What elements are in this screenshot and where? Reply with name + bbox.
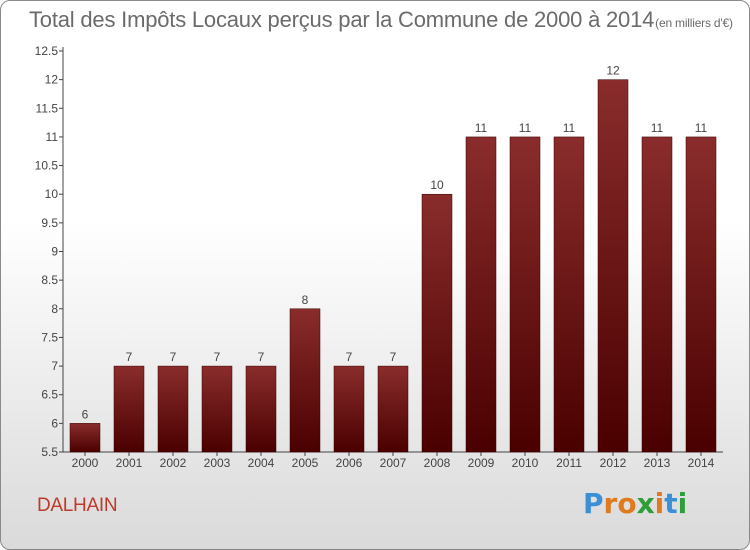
chart-title-text: Total des Impôts Locaux perçus par la Co… xyxy=(29,7,655,32)
logo-letter: i xyxy=(677,487,688,520)
x-tick-label: 2000 xyxy=(72,456,99,470)
bar-2005 xyxy=(289,308,321,453)
x-tick-label: 2008 xyxy=(424,456,451,470)
data-label: 7 xyxy=(170,350,177,364)
data-label: 7 xyxy=(126,350,133,364)
commune-name: DALHAIN xyxy=(37,495,118,516)
y-tick-label: 8 xyxy=(51,302,58,316)
bar-2012 xyxy=(597,79,629,453)
y-tick-label: 9.5 xyxy=(41,216,58,230)
x-tick-label: 2011 xyxy=(556,456,582,470)
bar-2007 xyxy=(377,365,409,453)
bar-2002 xyxy=(157,365,189,453)
data-label: 11 xyxy=(563,121,576,135)
y-tick-label: 11 xyxy=(46,130,59,144)
y-tick-label: 10 xyxy=(45,187,59,201)
data-label: 10 xyxy=(430,178,444,192)
x-tick-label: 2013 xyxy=(644,456,671,470)
bar-2013 xyxy=(641,136,673,453)
axes: 5.5 6 6.5 7 7.5 8 8.5 9 9.5 10 10.5 11 11.5 12 12.5 200… xyxy=(35,44,723,470)
y-tick-label: 12.5 xyxy=(35,44,59,58)
bar-2009 xyxy=(465,136,497,453)
data-label: 11 xyxy=(651,121,664,135)
y-tick-label: 6.5 xyxy=(41,388,58,402)
x-tick-label: 2004 xyxy=(248,456,275,470)
logo-letter: x xyxy=(636,487,655,520)
data-label: 8 xyxy=(302,293,309,307)
bar-2000 xyxy=(69,423,101,453)
logo-letter: o xyxy=(617,487,637,520)
bar-2008 xyxy=(421,193,453,453)
bar-2001 xyxy=(113,365,145,453)
bar-2006 xyxy=(333,365,365,453)
data-label: 6 xyxy=(82,407,89,421)
logo-letter: t xyxy=(664,487,678,520)
y-tick-label: 5.5 xyxy=(41,445,58,459)
value-labels: 6 7 7 7 7 8 7 7 10 11 11 11 12 11 11 xyxy=(82,64,708,422)
x-tick-label: 2012 xyxy=(600,456,627,470)
data-label: 11 xyxy=(695,121,708,135)
logo-letter: i xyxy=(654,487,665,520)
logo-letter: r xyxy=(603,487,618,520)
chart-title: Total des Impôts Locaux perçus par la Co… xyxy=(29,7,733,33)
data-label: 11 xyxy=(519,121,532,135)
data-label: 7 xyxy=(258,350,265,364)
x-tick-label: 2006 xyxy=(336,456,363,470)
proxiti-logo: Proxiti xyxy=(583,487,687,520)
y-tick-label: 8.5 xyxy=(41,273,58,287)
y-tick-label: 10.5 xyxy=(35,159,59,173)
x-tick-label: 2010 xyxy=(512,456,539,470)
chart-unit: (en milliers d'€) xyxy=(655,16,733,30)
data-label: 7 xyxy=(346,350,353,364)
data-label: 12 xyxy=(606,64,620,78)
x-tick-label: 2001 xyxy=(116,456,143,470)
bars xyxy=(69,79,717,453)
data-label: 7 xyxy=(390,350,397,364)
y-tick-label: 9 xyxy=(51,245,58,259)
y-tick-label: 7 xyxy=(51,359,58,373)
logo-letter: P xyxy=(583,487,604,520)
x-tick-label: 2003 xyxy=(204,456,231,470)
bar-2011 xyxy=(553,136,585,453)
y-tick-label: 12 xyxy=(45,73,59,87)
data-label: 7 xyxy=(214,350,221,364)
bar-2003 xyxy=(201,365,233,453)
x-tick-label: 2014 xyxy=(688,456,715,470)
x-tick-label: 2009 xyxy=(468,456,495,470)
x-tick-label: 2002 xyxy=(160,456,187,470)
x-tick-label: 2005 xyxy=(292,456,319,470)
y-tick-label: 11.5 xyxy=(36,101,59,115)
bar-2010 xyxy=(509,136,541,453)
y-tick-label: 6 xyxy=(51,416,58,430)
bar-2004 xyxy=(245,365,277,453)
x-tick-label: 2007 xyxy=(380,456,407,470)
y-tick-label: 7.5 xyxy=(41,330,58,344)
data-label: 11 xyxy=(475,121,488,135)
bar-2014 xyxy=(685,136,717,453)
